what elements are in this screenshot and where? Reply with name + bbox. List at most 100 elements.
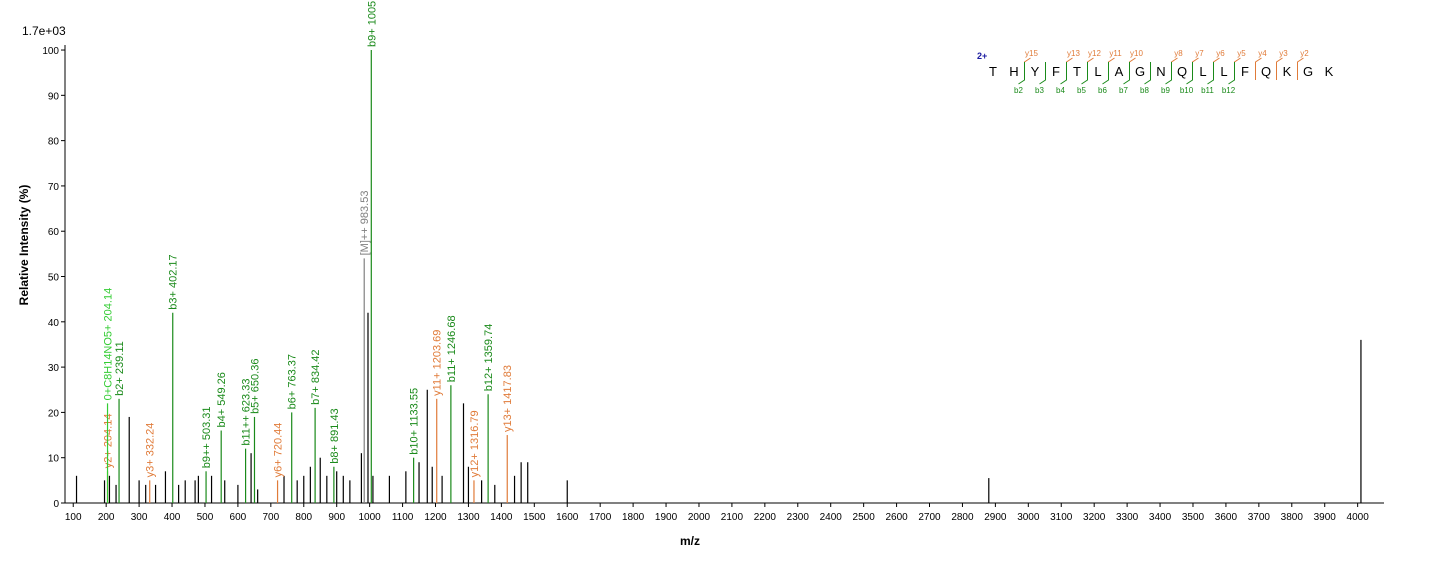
peak-label: b9++ 503.31 (201, 406, 213, 468)
peak-annotation: b10+ (409, 430, 421, 455)
y-ion-bracket (1297, 57, 1304, 80)
x-tick-label: 900 (328, 512, 345, 523)
peak-mz: 1316.79 (469, 410, 481, 450)
y-tick-label: 100 (42, 46, 59, 57)
x-tick-label: 2100 (721, 512, 744, 523)
peak-mz: 650.36 (249, 359, 261, 393)
peak-label: b2+ 239.11 (114, 341, 126, 396)
peak-mz: 549.26 (216, 372, 228, 406)
peak-annotation: b8+ (329, 445, 341, 464)
peak-annotation: y2+ (103, 450, 115, 468)
b-ion-bracket (1039, 62, 1046, 85)
peak-mz: 239.11 (114, 341, 126, 374)
b-ion-label: b12 (1222, 86, 1236, 95)
b-ion-label: b7 (1119, 86, 1128, 95)
b-ion-bracket (1165, 62, 1172, 85)
peak-mz: 1005.03 (366, 0, 378, 25)
residue: T (989, 64, 997, 79)
y-tick-label: 20 (48, 408, 60, 419)
peak-annotation: y12+ (469, 453, 481, 477)
y-ion-label: y10 (1130, 49, 1143, 58)
peak-mz: 332.24 (145, 423, 157, 457)
x-tick-label: 3200 (1083, 512, 1106, 523)
scale-label: 1.7e+03 (22, 24, 66, 38)
peak-label: b7+ 834.42 (310, 349, 322, 404)
x-tick-label: 2800 (951, 512, 974, 523)
b-ion-bracket (1144, 62, 1151, 85)
peak-label: b6+ 763.37 (287, 354, 299, 409)
y-tick-label: 60 (48, 227, 60, 238)
x-tick-label: 2700 (918, 512, 941, 523)
peak-annotation: b7+ (310, 386, 322, 405)
peak-annotation: y6+ (273, 459, 285, 477)
y-ion-bracket (1087, 57, 1094, 80)
x-tick-label: 2900 (984, 512, 1007, 523)
residue: N (1156, 64, 1165, 79)
b-ion-label: b9 (1161, 86, 1170, 95)
peak-mz: 204.14 (103, 288, 115, 322)
b-ion-label: b6 (1098, 86, 1107, 95)
x-tick-label: 400 (164, 512, 181, 523)
y-ion-label: y11 (1109, 49, 1122, 58)
residue: K (1283, 64, 1292, 79)
x-tick-label: 4000 (1347, 512, 1370, 523)
peak-label: b11+ 1246.68 (446, 315, 458, 382)
peak-mz: 1203.69 (432, 330, 444, 370)
y-ion-label: y7 (1195, 49, 1204, 58)
y-ion-bracket (1192, 57, 1199, 80)
y-ion-label: y4 (1258, 49, 1267, 58)
peak-label: b8+ 891.43 (329, 408, 341, 463)
peak-annotation: b5+ (249, 395, 261, 414)
y-ion-bracket (1276, 57, 1283, 80)
peak-label: b3+ 402.17 (168, 254, 180, 309)
x-tick-label: 700 (262, 512, 279, 523)
b-ion-bracket (1081, 62, 1088, 85)
peak-mz: 983.53 (359, 191, 371, 225)
peak-mz: 1133.55 (409, 388, 421, 427)
y-axis-label: Relative Intensity (%) (17, 185, 31, 306)
peak-label: b12+ 1359.74 (483, 324, 495, 392)
x-tick-label: 2600 (885, 512, 908, 523)
y-tick-label: 50 (48, 273, 60, 284)
x-tick-label: 3800 (1281, 512, 1304, 523)
b-ion-label: b10 (1180, 86, 1194, 95)
peak-label: b11++ 623.33 (241, 379, 253, 446)
x-tick-label: 1100 (392, 512, 414, 523)
y-ion-label: y8 (1174, 49, 1183, 58)
peak-annotation: b4+ (216, 409, 228, 428)
peak-label: y11+ 1203.69 (432, 330, 444, 396)
x-tick-label: 3900 (1314, 512, 1337, 523)
x-tick-label: 3100 (1050, 512, 1073, 523)
charge-state: 2+ (977, 51, 987, 61)
b-ion-label: b11 (1201, 86, 1214, 95)
peak-annotation: [M]++ (359, 227, 371, 255)
peak-mz: 891.43 (329, 408, 341, 442)
x-tick-label: 800 (295, 512, 312, 523)
peak-label: y3+ 332.24 (145, 423, 157, 478)
residue: Q (1177, 64, 1187, 79)
x-tick-label: 2000 (688, 512, 711, 523)
x-tick-label: 1300 (457, 512, 480, 523)
peak-annotation: y3+ (145, 459, 157, 477)
peak-annotation: y13+ (502, 408, 514, 432)
peak-annotation: b9++ (201, 443, 213, 468)
y-tick-label: 40 (48, 318, 60, 329)
peak-label: y13+ 1417.83 (502, 365, 514, 432)
b-ion-label: b8 (1140, 86, 1149, 95)
x-tick-label: 1700 (589, 512, 612, 523)
peak-mz: 503.31 (201, 406, 213, 440)
x-tick-label: 3400 (1149, 512, 1172, 523)
peak-annotation: b9+ (366, 28, 378, 47)
b-ion-bracket (1060, 62, 1067, 85)
residue: K (1325, 64, 1334, 79)
y-ion-bracket (1213, 57, 1220, 80)
residue: F (1241, 64, 1249, 79)
y-tick-label: 0 (53, 499, 59, 510)
b-ion-bracket (1123, 62, 1130, 85)
y-ion-bracket (1255, 57, 1262, 80)
peak-mz: 720.44 (273, 423, 285, 457)
y-ion-label: y12 (1088, 49, 1101, 58)
x-tick-label: 3000 (1017, 512, 1040, 523)
peak-label: b10+ 1133.55 (409, 388, 421, 455)
